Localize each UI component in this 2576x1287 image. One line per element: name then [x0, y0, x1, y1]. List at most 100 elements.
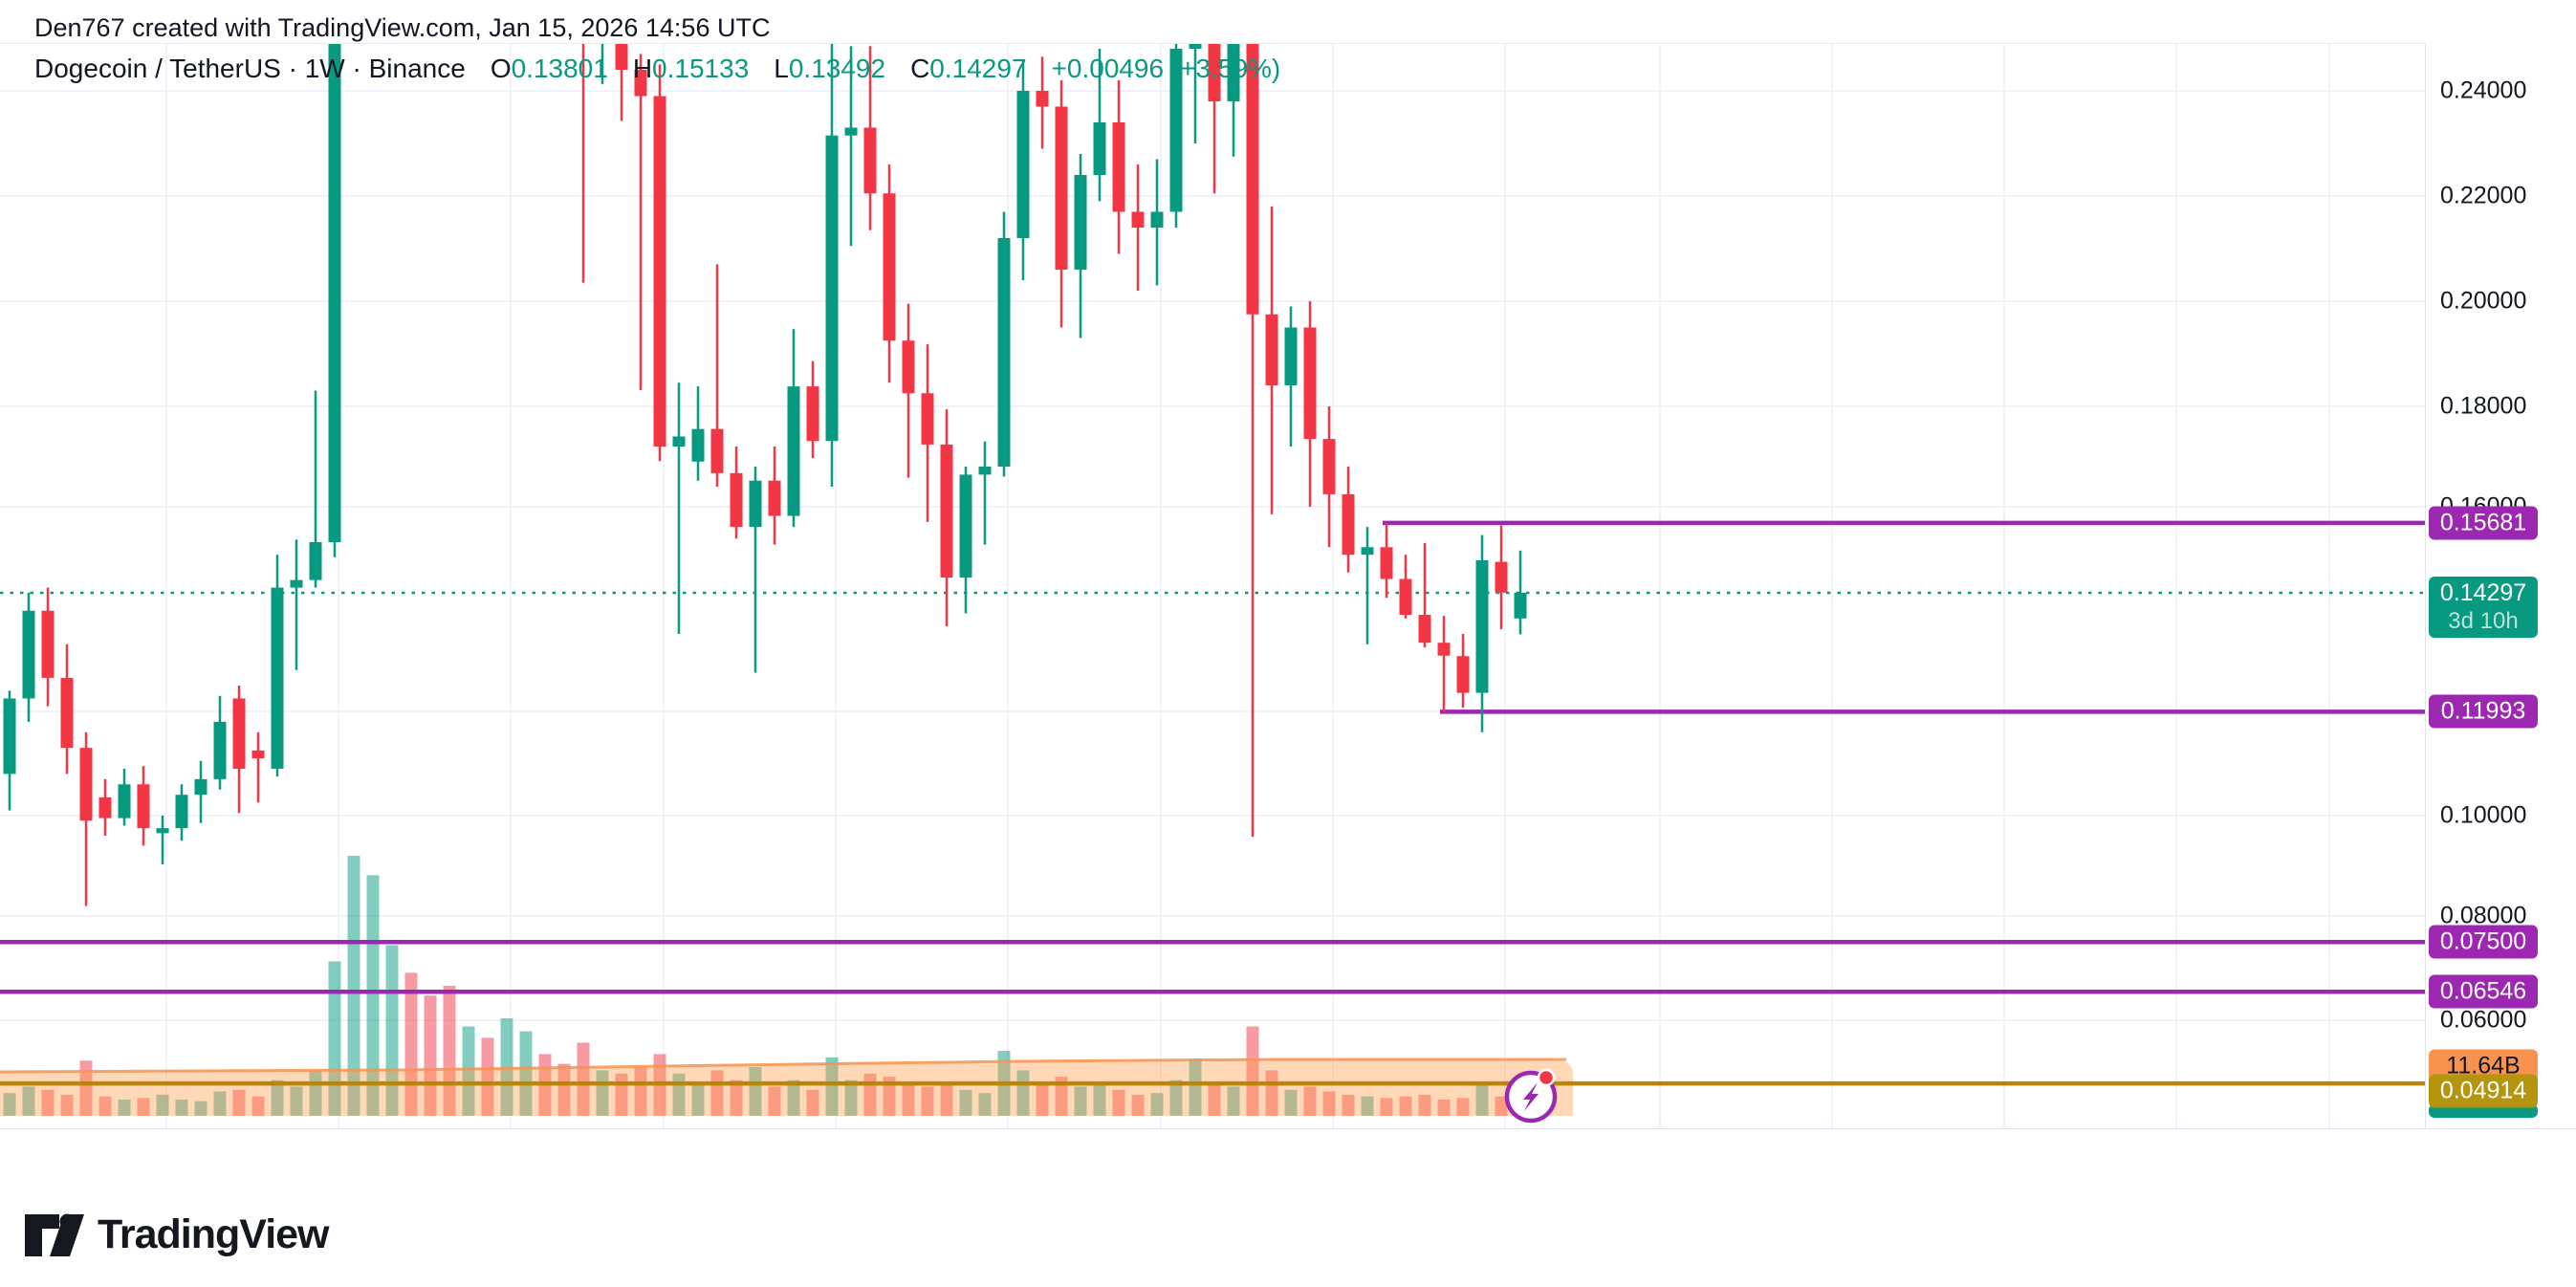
- candle-body: [1418, 615, 1431, 644]
- volume-bar: [290, 1086, 303, 1116]
- volume-bar: [749, 1067, 762, 1116]
- tradingview-logo-text: TradingView: [98, 1211, 329, 1257]
- volume-bar: [1418, 1094, 1431, 1116]
- candle-wick: [314, 390, 317, 588]
- volume-bar: [22, 1086, 35, 1116]
- candle-body: [1437, 643, 1451, 656]
- current-price-value: 0.14297: [2439, 579, 2527, 606]
- bar-countdown: 3d 10h: [2448, 608, 2519, 634]
- candle-body: [213, 721, 227, 779]
- candle-body: [118, 784, 131, 818]
- volume-bar: [1093, 1083, 1106, 1116]
- pane-top-border: [0, 43, 2576, 44]
- candle-series: [3, 43, 1527, 906]
- volume-bar: [634, 1067, 647, 1116]
- candle-body: [194, 778, 207, 796]
- volume-bar: [806, 1089, 819, 1116]
- candle-body: [232, 698, 246, 769]
- y-axis-tick: 0.10000: [2440, 801, 2527, 829]
- candle-body: [60, 677, 74, 749]
- y-axis-tick: 0.18000: [2440, 392, 2527, 420]
- candle-wick: [1212, 43, 1216, 194]
- volume-bar: [844, 1080, 858, 1116]
- price-pane[interactable]: [0, 0, 2425, 1128]
- volume-bar: [1036, 1083, 1049, 1116]
- candle-body: [1074, 175, 1087, 270]
- candle-wick: [600, 43, 604, 84]
- candle-body: [290, 579, 303, 588]
- candle-body: [730, 472, 743, 528]
- volume-bar: [347, 856, 360, 1116]
- candle-body: [959, 474, 972, 578]
- candle-body: [1303, 327, 1317, 440]
- volume-bar: [883, 1077, 896, 1116]
- candle-body: [1322, 439, 1336, 494]
- volume-bar: [194, 1101, 207, 1116]
- candle-body: [1246, 43, 1259, 315]
- volume-bar: [1246, 1026, 1259, 1116]
- volume-bar: [1189, 1058, 1202, 1116]
- candle-body: [1036, 91, 1049, 107]
- volume-bar: [213, 1091, 227, 1116]
- volume-bar: [1112, 1089, 1125, 1116]
- candle-body: [3, 698, 16, 774]
- candle-wick: [677, 382, 681, 635]
- volume-bar: [481, 1037, 494, 1116]
- volume-bar: [1055, 1077, 1068, 1116]
- time-axis[interactable]: [0, 1128, 2576, 1193]
- tradingview-logo[interactable]: TradingView: [24, 1211, 329, 1258]
- volume-bar: [156, 1094, 169, 1116]
- ohlc-value: 0.15133: [652, 54, 750, 83]
- ohlc-key: L: [774, 54, 789, 83]
- volume-bar: [366, 875, 380, 1116]
- candle-body: [1112, 122, 1125, 212]
- volume-bar: [825, 1057, 839, 1116]
- ohlc-value: 0.13801: [511, 54, 608, 83]
- ohlc-key: H: [632, 54, 653, 83]
- candle-body: [79, 748, 93, 821]
- candle-body: [1380, 547, 1393, 579]
- candle-body: [1208, 43, 1221, 101]
- volume-bar: [978, 1093, 992, 1116]
- candle-body: [825, 135, 839, 442]
- symbol-title[interactable]: Dogecoin / TetherUS · 1W · Binance: [34, 54, 466, 83]
- volume-bar: [1150, 1093, 1164, 1116]
- volume-bar: [41, 1089, 55, 1116]
- candle-body: [98, 796, 112, 818]
- volume-bar: [251, 1096, 265, 1116]
- candle-body: [863, 127, 877, 194]
- volume-bar: [577, 1042, 590, 1116]
- candle-wick: [639, 54, 643, 390]
- candle-body: [328, 43, 341, 542]
- candle-body: [1265, 314, 1278, 385]
- volume-bar: [118, 1100, 131, 1116]
- volume-bar: [1495, 1096, 1508, 1116]
- volume-bar: [1437, 1100, 1451, 1116]
- change-value: +0.00496 (+3.59%): [1051, 54, 1281, 83]
- candle-body: [1342, 493, 1355, 556]
- candle-body: [1131, 211, 1145, 228]
- y-axis-tick: 0.06000: [2440, 1006, 2527, 1034]
- candle-wick: [295, 539, 298, 670]
- notification-dot: [1537, 1068, 1556, 1087]
- symbol-legend[interactable]: Dogecoin / TetherUS · 1W · Binance O0.138…: [34, 54, 1280, 84]
- candle-body: [1016, 91, 1030, 238]
- candle-body: [137, 784, 150, 829]
- candle-wick: [715, 264, 719, 487]
- candle-body: [940, 444, 953, 578]
- candle-body: [672, 436, 686, 447]
- volume-bar: [385, 945, 399, 1116]
- candle-body: [1189, 43, 1202, 49]
- flash-marker-icon[interactable]: [1504, 1068, 1558, 1123]
- candle-wick: [983, 441, 987, 545]
- candle-body: [691, 428, 705, 462]
- volume-bar: [1456, 1098, 1470, 1116]
- volume-bar: [557, 1063, 571, 1116]
- candle-wick: [1423, 543, 1427, 648]
- candle-body: [1475, 560, 1489, 693]
- candle-wick: [1518, 550, 1522, 635]
- hidden-indicator-label: [2429, 1104, 2538, 1118]
- ohlc-key: O: [490, 54, 512, 83]
- candle-wick: [753, 467, 757, 673]
